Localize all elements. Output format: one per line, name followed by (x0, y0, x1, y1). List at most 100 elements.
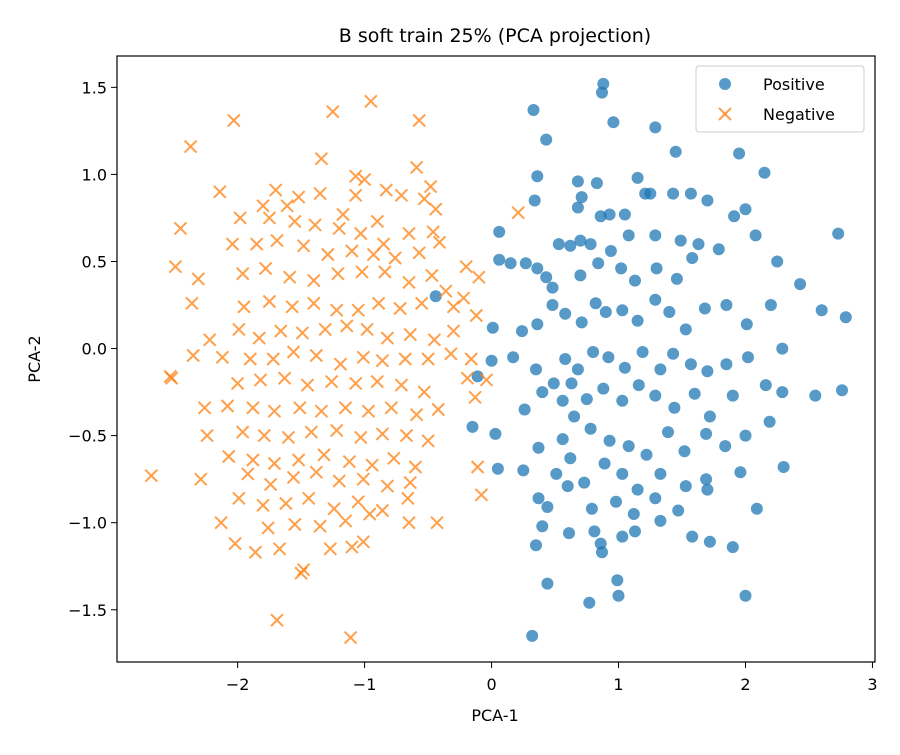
negative-point (336, 207, 350, 222)
negative-point (232, 491, 246, 506)
negative-point (295, 326, 310, 340)
positive-point (649, 121, 662, 134)
negative-point (511, 205, 525, 220)
positive-point (668, 401, 681, 414)
positive-point (644, 187, 657, 200)
positive-point (674, 234, 687, 247)
positive-point (684, 358, 697, 371)
negative-point (403, 475, 418, 490)
negative-point (280, 199, 294, 213)
positive-point (759, 379, 772, 392)
positive-point (528, 194, 541, 207)
positive-point (684, 187, 697, 200)
positive-point (540, 133, 553, 146)
negative-point (412, 246, 426, 260)
negative-point (421, 434, 435, 448)
legend-positive-marker (719, 78, 731, 90)
negative-point (356, 350, 371, 365)
negative-point (446, 324, 461, 338)
negative-point (185, 296, 199, 311)
negative-point (272, 542, 287, 556)
negative-point (220, 399, 235, 413)
positive-point (654, 514, 667, 527)
positive-point (532, 492, 545, 505)
negative-point (333, 357, 348, 371)
positive-point (670, 272, 683, 285)
x-tick-label: 2 (740, 675, 750, 694)
positive-point (728, 210, 741, 223)
positive-point (758, 166, 771, 179)
negative-point (308, 218, 322, 232)
negative-point (376, 237, 391, 251)
negative-point (285, 300, 299, 314)
negative-point (348, 169, 363, 183)
positive-point (429, 290, 442, 303)
negative-point (370, 374, 385, 389)
positive-point (527, 104, 540, 116)
positive-point (575, 191, 588, 204)
positive-point (616, 530, 629, 543)
negative-point (286, 345, 301, 359)
positive-point (493, 225, 506, 238)
negative-point (270, 613, 284, 627)
negative-point (232, 322, 246, 337)
negative-point (355, 265, 369, 279)
positive-point (607, 116, 620, 129)
negative-point (409, 160, 424, 175)
negative-point (301, 491, 316, 506)
positive-point (578, 476, 591, 489)
positive-point (565, 377, 578, 390)
negative-point (307, 296, 321, 311)
negative-point (258, 261, 273, 276)
positive-point (532, 441, 545, 454)
negative-point (263, 477, 278, 492)
positive-point (686, 530, 699, 543)
negative-point (394, 188, 409, 203)
positive-point (764, 299, 777, 311)
negative-point (459, 259, 473, 274)
positive-point (649, 229, 662, 242)
x-tick-label: 1 (613, 675, 623, 694)
negative-point (233, 211, 247, 225)
positive-point (604, 245, 617, 257)
positive-point (622, 229, 635, 242)
negative-point (279, 496, 293, 511)
positive-point (815, 304, 828, 317)
positive-point (580, 393, 593, 406)
negative-point (371, 296, 386, 311)
negative-point (375, 427, 390, 441)
positive-point (809, 389, 822, 402)
x-axis-ticks: −2 −1 0 1 2 3 (226, 662, 878, 694)
negative-point (168, 259, 183, 274)
positive-point (629, 525, 641, 538)
positive-point (504, 257, 517, 270)
negative-point (403, 327, 418, 342)
positive-point (559, 307, 572, 320)
positive-point (703, 410, 716, 423)
negative-point (412, 113, 426, 128)
positive-point (618, 361, 631, 374)
negative-point (307, 273, 321, 288)
negative-point (262, 294, 277, 309)
positive-point (615, 262, 628, 275)
positive-point (568, 410, 581, 423)
positive-point (734, 466, 747, 479)
positive-point (556, 394, 569, 407)
negative-point (401, 491, 415, 506)
negative-point (338, 401, 353, 415)
negative-point (230, 376, 245, 391)
positive-point (597, 382, 610, 395)
negative-point (261, 521, 275, 535)
positive-point (631, 483, 644, 496)
negative-point (286, 470, 301, 485)
positive-point (654, 467, 667, 480)
positive-point (649, 389, 662, 402)
positive-point (466, 420, 479, 433)
negative-point (202, 333, 217, 347)
positive-point (571, 201, 584, 214)
positive-point (669, 145, 682, 158)
negative-point (365, 458, 379, 472)
legend: Positive Negative (695, 65, 865, 133)
negative-point (329, 423, 344, 438)
negative-point (425, 268, 439, 283)
